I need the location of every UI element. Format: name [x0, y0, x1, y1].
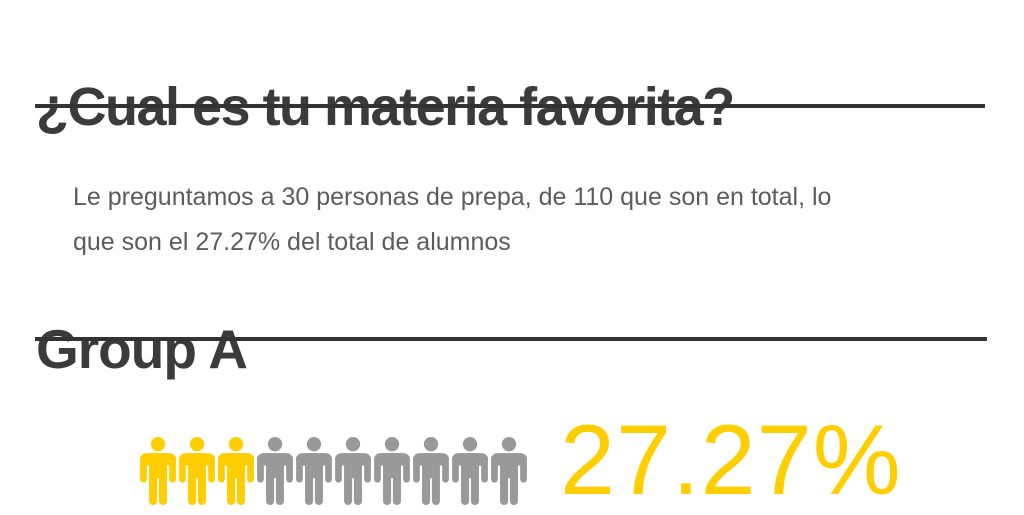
person-icon-empty [296, 437, 332, 505]
intro-line-1: Le preguntamos a 30 personas de prepa, d… [73, 183, 832, 211]
person-icon-empty [413, 437, 449, 505]
pictogram-icon-row [140, 437, 527, 505]
person-icon-empty [257, 437, 293, 505]
person-icon-filled [140, 437, 176, 505]
group-title-underline [35, 337, 987, 341]
person-icon-empty [335, 437, 371, 505]
intro-line-2: que son el 27.27% del total de alumnos [73, 228, 511, 256]
intro-paragraph: Le preguntamos a 30 personas de prepa, d… [73, 175, 983, 265]
title-underline [35, 104, 985, 108]
person-icon-filled [218, 437, 254, 505]
person-icon-empty [374, 437, 410, 505]
person-icon-empty [491, 437, 527, 505]
percentage-value: 27.27% [560, 404, 902, 515]
person-icon-filled [179, 437, 215, 505]
group-title: Group A [36, 317, 248, 380]
person-icon-empty [452, 437, 488, 505]
